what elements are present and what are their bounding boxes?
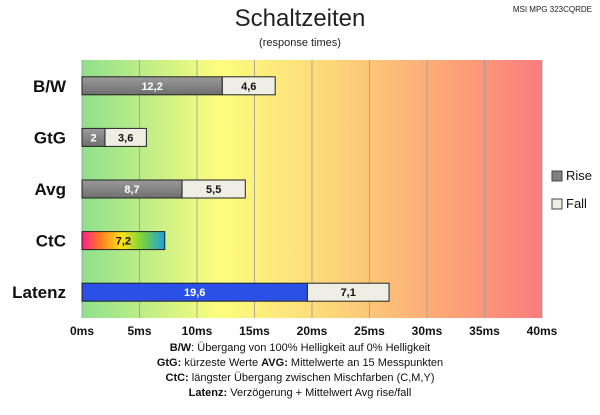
category-label-b-w: B/W xyxy=(33,77,67,96)
footnotes: B/W: Übergang von 100% Helligkeit auf 0%… xyxy=(157,342,443,399)
x-tick-label: 10ms xyxy=(182,324,213,338)
category-label-latenz: Latenz xyxy=(12,283,66,302)
data-label-rise-ctc: 7,2 xyxy=(116,236,131,248)
legend-label-rise: Rise xyxy=(566,168,592,183)
bar-rise-ctc xyxy=(81,231,166,251)
chart-title: Schaltzeiten xyxy=(235,5,366,32)
legend: Rise Fall xyxy=(551,168,592,211)
footnote-line: CtC: längster Übergang zwischen Mischfar… xyxy=(166,372,435,384)
footnote-line: Latenz: Verzögerung + Mittelwert Avg ris… xyxy=(189,387,412,399)
bar-fall-avg xyxy=(181,179,246,199)
legend-label-fall: Fall xyxy=(566,196,587,211)
x-tick-label: 30ms xyxy=(412,324,443,338)
footnote-line: B/W: Übergang von 100% Helligkeit auf 0%… xyxy=(170,342,430,354)
x-tick-label: 35ms xyxy=(469,324,500,338)
x-tick-label: 0ms xyxy=(70,324,94,338)
data-label-fall-latenz: 7,1 xyxy=(341,287,356,299)
bar-fall-latenz xyxy=(306,282,390,302)
category-labels: B/W GtG Avg CtC Latenz xyxy=(12,77,67,302)
x-tick-label: 20ms xyxy=(297,324,328,338)
bar-fall-gtg xyxy=(104,127,147,147)
bar-fall-b-w xyxy=(221,76,276,96)
data-label-rise-b-w: 12,2 xyxy=(141,81,162,93)
category-label-ctc: CtC xyxy=(36,232,66,251)
x-axis-ticks: 0ms 5ms 10ms 15ms 20ms 25ms 30ms 35ms 40ms xyxy=(70,324,558,338)
chart-subtitle: (response times) xyxy=(259,37,341,49)
monitor-model: MSI MPG 323CQRDE xyxy=(513,5,592,14)
bars-group: 12,2 4,6 2 3,6 8,7 5,5 7,2 19,6 7,1 xyxy=(81,76,390,302)
data-label-fall-gtg: 3,6 xyxy=(118,132,133,144)
data-label-rise-avg: 8,7 xyxy=(124,184,139,196)
legend-swatch-rise xyxy=(551,170,563,182)
data-label-rise-latenz: 19,6 xyxy=(184,287,205,299)
category-label-avg: Avg xyxy=(35,180,67,199)
category-label-gtg: GtG xyxy=(34,128,66,147)
data-label-fall-avg: 5,5 xyxy=(206,184,221,196)
data-label-fall-b-w: 4,6 xyxy=(241,81,256,93)
x-tick-label: 5ms xyxy=(127,324,151,338)
footnote-line: GtG: kürzeste Werte AVG: Mittelwerte an … xyxy=(157,357,443,369)
legend-swatch-fall xyxy=(551,198,563,210)
x-tick-label: 25ms xyxy=(354,324,385,338)
data-label-rise-gtg: 2 xyxy=(90,132,96,144)
x-tick-label: 40ms xyxy=(527,324,558,338)
x-tick-label: 15ms xyxy=(239,324,270,338)
